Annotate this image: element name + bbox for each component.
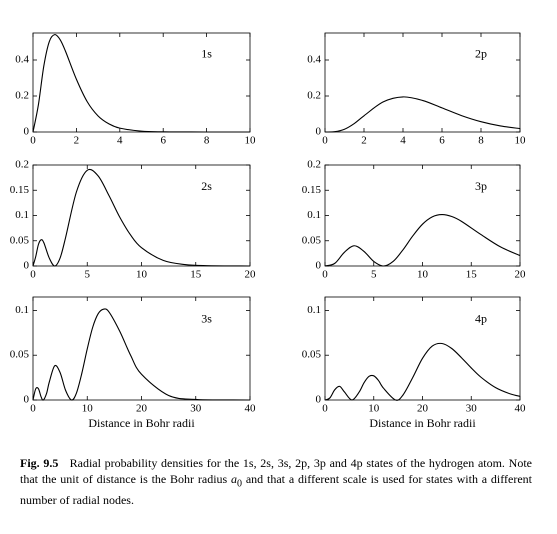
x-tick-label: 20 [245, 269, 257, 281]
y-tick-label: 0.4 [15, 54, 29, 66]
x-tick-label: 4 [400, 135, 406, 147]
y-tick-label: 0.1 [307, 209, 321, 221]
y-tick-label: 0.15 [302, 184, 322, 196]
x-tick-label: 8 [478, 135, 484, 147]
line [324, 342, 521, 401]
annotation: 2s [201, 179, 212, 193]
caption-text: Radial probability densities for the 1s,… [20, 456, 532, 486]
y-tick-label: 0.1 [15, 209, 29, 221]
annotation: 1s [201, 47, 212, 61]
x-tick-label: 8 [204, 135, 210, 147]
x-tick-label: 10 [368, 403, 380, 415]
y-tick-label: 0 [316, 126, 322, 138]
x-axis-title: Distance in Bohr radii [88, 416, 195, 430]
x-tick-label: 10 [136, 269, 148, 281]
y-tick-label: 0.2 [15, 90, 29, 102]
y-tick-label: 0.2 [307, 90, 321, 102]
x-tick-label: 5 [85, 269, 91, 281]
x-tick-label: 0 [322, 403, 328, 415]
x-tick-label: 6 [160, 135, 166, 147]
line [32, 308, 251, 401]
x-tick-label: 20 [515, 269, 527, 281]
y-tick-label: 0.05 [10, 234, 30, 246]
x-tick-label: 4 [117, 135, 123, 147]
y-tick-label: 0 [24, 126, 30, 138]
caption-text: and that a different scale is used for s… [20, 472, 533, 508]
x-tick-label: 0 [322, 269, 328, 281]
y-tick-label: 0.1 [307, 304, 321, 316]
caption: Fig. 9.5 Radial probability densities fo… [20, 455, 532, 508]
plot-frame [32, 32, 251, 133]
x-axis-title: Distance in Bohr radii [369, 416, 476, 430]
plot-frame [32, 164, 251, 267]
x-tick-label: 40 [245, 403, 257, 415]
x-tick-label: 15 [190, 269, 202, 281]
y-tick-label: 0 [316, 260, 322, 272]
plot-frame [32, 296, 251, 401]
x-tick-label: 30 [466, 403, 478, 415]
y-tick-label: 0.05 [302, 234, 322, 246]
x-tick-label: 30 [190, 403, 202, 415]
y-tick-label: 0.4 [307, 54, 321, 66]
line [324, 96, 521, 133]
x-tick-label: 5 [371, 269, 377, 281]
x-tick-label: 0 [322, 135, 328, 147]
x-tick-label: 20 [417, 403, 429, 415]
line [32, 168, 251, 267]
annotation: 2p [475, 47, 487, 61]
y-tick-label: 0 [24, 260, 30, 272]
x-tick-label: 20 [136, 403, 148, 415]
x-tick-label: 10 [82, 403, 94, 415]
caption-label: Fig. 9.5 [20, 456, 59, 470]
x-tick-label: 2 [74, 135, 80, 147]
x-tick-label: 2 [361, 135, 367, 147]
annotation: 3s [201, 311, 212, 325]
y-tick-label: 0.2 [307, 159, 321, 171]
x-tick-label: 10 [417, 269, 429, 281]
line [324, 214, 521, 267]
line [32, 34, 251, 133]
annotation: 4p [475, 311, 487, 325]
y-tick-label: 0.2 [15, 159, 29, 171]
y-tick-label: 0.05 [302, 349, 322, 361]
caption-symbol: a [231, 472, 238, 486]
x-tick-label: 15 [466, 269, 478, 281]
x-tick-label: 0 [30, 269, 36, 281]
y-tick-label: 0.1 [15, 304, 29, 316]
x-tick-label: 10 [515, 135, 527, 147]
y-tick-label: 0.15 [10, 184, 30, 196]
y-tick-label: 0 [316, 394, 322, 406]
y-tick-label: 0 [24, 394, 30, 406]
x-tick-label: 0 [30, 135, 36, 147]
plot-frame [324, 32, 521, 133]
caption-subscript: 0 [237, 478, 243, 490]
annotation: 3p [475, 179, 487, 193]
x-tick-label: 40 [515, 403, 527, 415]
plot-frame [324, 164, 521, 267]
y-tick-label: 0.05 [10, 349, 30, 361]
x-tick-label: 0 [30, 403, 36, 415]
x-tick-label: 6 [439, 135, 445, 147]
x-tick-label: 10 [245, 135, 257, 147]
